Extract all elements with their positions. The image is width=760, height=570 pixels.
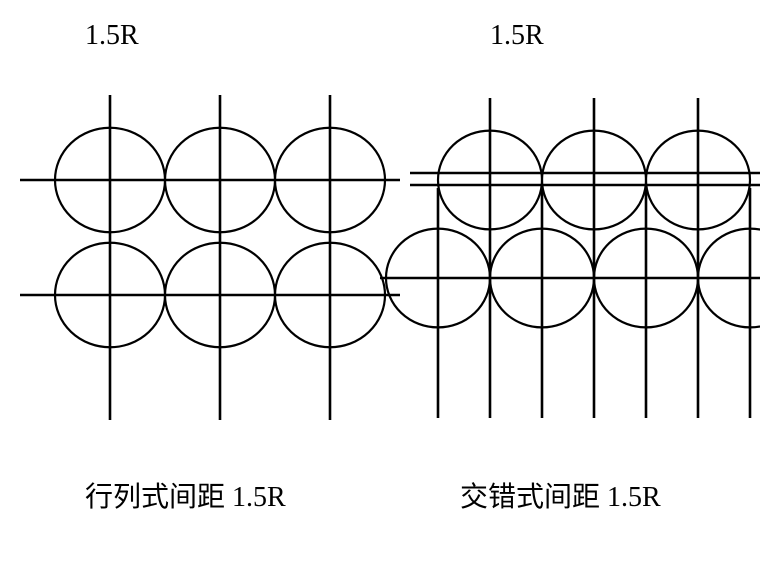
right-top-label: 1.5R — [490, 20, 544, 52]
left-caption: 行列式间距 1.5R — [85, 475, 286, 515]
left-top-label: 1.5R — [85, 20, 139, 52]
grid-layout-diagram — [20, 95, 400, 420]
diagram-canvas: 1.5R 行列式间距 1.5R 1.5R 交错式间距 1.5R — [0, 0, 760, 570]
staggered-layout-diagram — [380, 98, 760, 418]
right-caption: 交错式间距 1.5R — [460, 475, 661, 515]
